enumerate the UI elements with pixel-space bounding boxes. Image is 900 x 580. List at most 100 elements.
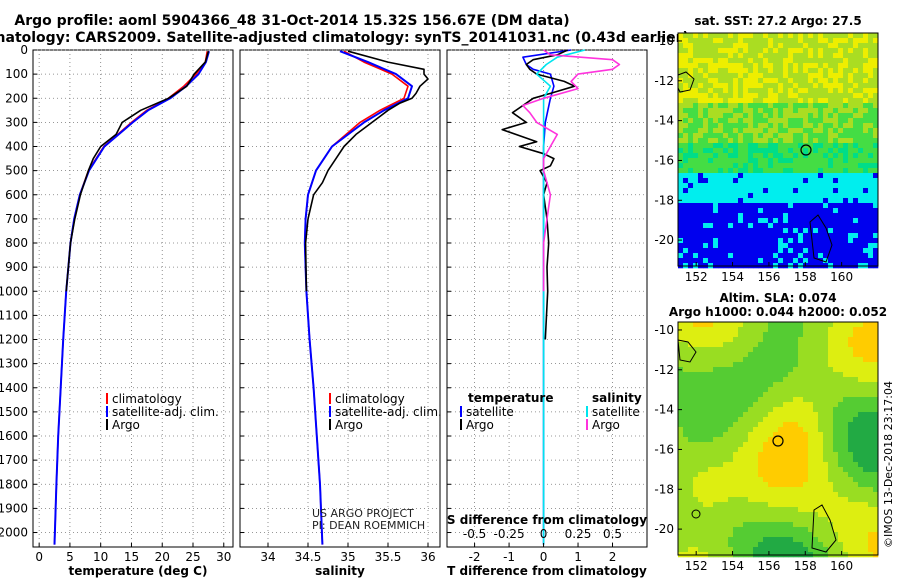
map-cell bbox=[838, 397, 844, 403]
map-cell bbox=[838, 437, 844, 443]
map-cell bbox=[753, 372, 759, 378]
map-cell bbox=[723, 422, 729, 428]
map-cell bbox=[748, 347, 754, 353]
map-cell bbox=[753, 173, 759, 179]
map-cell bbox=[748, 487, 754, 493]
map-cell bbox=[728, 337, 734, 343]
map-cell bbox=[783, 108, 789, 114]
sla-map-cells bbox=[678, 322, 879, 558]
map-cell bbox=[823, 467, 829, 473]
map-cell bbox=[833, 342, 839, 348]
map-cell bbox=[738, 133, 744, 139]
map-cell bbox=[833, 243, 839, 249]
map-cell bbox=[768, 238, 774, 244]
map-cell bbox=[858, 502, 864, 508]
map-cell bbox=[693, 153, 699, 159]
map-cell bbox=[798, 198, 804, 204]
map-cell bbox=[763, 163, 769, 169]
map-cell bbox=[768, 482, 774, 488]
map-cell bbox=[813, 128, 819, 134]
map-cell bbox=[818, 472, 824, 478]
map-cell bbox=[848, 123, 854, 129]
map-cell bbox=[693, 73, 699, 79]
map-cell bbox=[863, 427, 869, 433]
map-cell bbox=[708, 43, 714, 49]
map-cell bbox=[708, 327, 714, 333]
map-cell bbox=[833, 158, 839, 164]
map-cell bbox=[793, 133, 799, 139]
map-cell bbox=[873, 367, 879, 373]
map-cell bbox=[768, 68, 774, 74]
map-cell bbox=[693, 108, 699, 114]
map-cell bbox=[733, 143, 739, 149]
map-cell bbox=[718, 258, 724, 264]
map-cell bbox=[698, 472, 704, 478]
map-cell bbox=[798, 332, 804, 338]
map-cell bbox=[803, 497, 809, 503]
map-cell bbox=[868, 322, 874, 328]
map-cell bbox=[773, 532, 779, 538]
map-cell bbox=[768, 228, 774, 234]
map-cell bbox=[758, 392, 764, 398]
map-cell bbox=[723, 407, 729, 413]
map-cell bbox=[858, 83, 864, 89]
map-cell bbox=[738, 163, 744, 169]
x-tick-label: 15 bbox=[124, 550, 139, 564]
map-cell bbox=[778, 427, 784, 433]
map-y-tick-label: -14 bbox=[654, 114, 674, 128]
map-cell bbox=[858, 517, 864, 523]
map-cell bbox=[758, 43, 764, 49]
map-cell bbox=[738, 502, 744, 508]
map-cell bbox=[838, 198, 844, 204]
map-cell bbox=[798, 168, 804, 174]
map-cell bbox=[783, 218, 789, 224]
map-cell bbox=[768, 253, 774, 259]
map-cell bbox=[838, 58, 844, 64]
map-cell bbox=[793, 108, 799, 114]
map-cell bbox=[733, 342, 739, 348]
map-cell bbox=[678, 392, 684, 398]
map-cell bbox=[698, 507, 704, 513]
map-cell bbox=[873, 103, 879, 109]
map-cell bbox=[823, 537, 829, 543]
map-cell bbox=[783, 357, 789, 363]
map-cell bbox=[733, 138, 739, 144]
map-cell bbox=[718, 392, 724, 398]
map-cell bbox=[873, 73, 879, 79]
map-cell bbox=[803, 417, 809, 423]
map-cell bbox=[748, 422, 754, 428]
map-cell bbox=[828, 412, 834, 418]
map-cell bbox=[738, 38, 744, 44]
map-cell bbox=[713, 322, 719, 328]
map-cell bbox=[693, 462, 699, 468]
map-cell bbox=[798, 447, 804, 453]
map-cell bbox=[768, 88, 774, 94]
map-cell bbox=[753, 253, 759, 259]
map-cell bbox=[783, 507, 789, 513]
map-cell bbox=[783, 382, 789, 388]
map-cell bbox=[703, 158, 709, 164]
map-cell bbox=[793, 487, 799, 493]
map-cell bbox=[743, 228, 749, 234]
map-cell bbox=[718, 342, 724, 348]
map-cell bbox=[728, 527, 734, 533]
map-cell bbox=[763, 507, 769, 513]
map-cell bbox=[698, 88, 704, 94]
map-cell bbox=[718, 522, 724, 528]
map-cell bbox=[738, 148, 744, 154]
map-cell bbox=[818, 118, 824, 124]
map-cell bbox=[843, 78, 849, 84]
map-cell bbox=[698, 133, 704, 139]
map-cell bbox=[693, 198, 699, 204]
map-cell bbox=[693, 118, 699, 124]
map-cell bbox=[858, 73, 864, 79]
map-cell bbox=[868, 168, 874, 174]
map-cell bbox=[688, 532, 694, 538]
map-cell bbox=[743, 342, 749, 348]
map-cell bbox=[828, 183, 834, 189]
map-cell bbox=[868, 377, 874, 383]
map-cell bbox=[843, 43, 849, 49]
map-cell bbox=[738, 342, 744, 348]
map-cell bbox=[768, 467, 774, 473]
map-cell bbox=[733, 472, 739, 478]
